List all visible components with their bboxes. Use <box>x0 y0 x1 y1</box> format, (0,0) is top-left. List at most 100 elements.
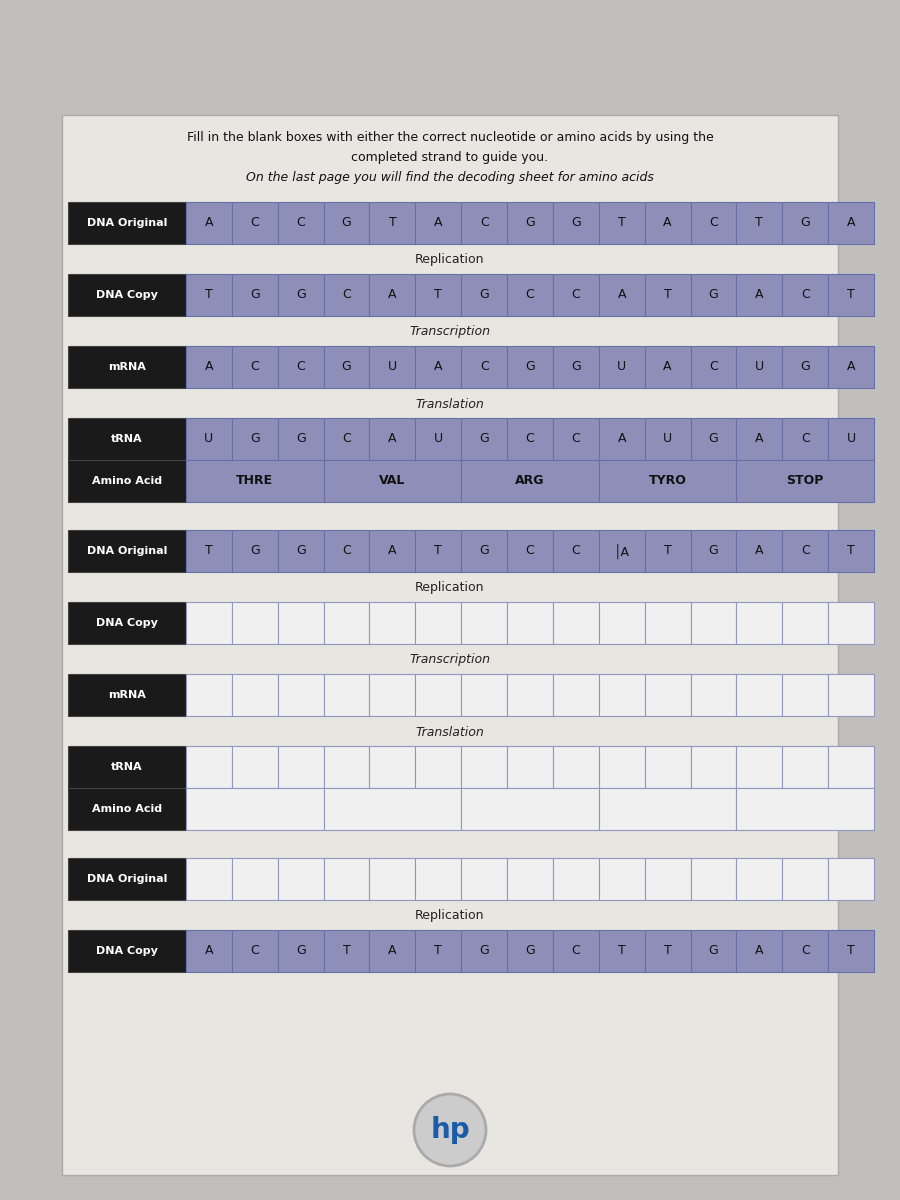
Bar <box>370 746 415 788</box>
Bar <box>415 930 461 972</box>
Bar <box>644 746 690 788</box>
Text: │A: │A <box>614 544 630 559</box>
Bar <box>186 202 232 244</box>
Text: C: C <box>296 216 305 229</box>
Bar <box>232 418 278 460</box>
Text: U: U <box>755 360 764 373</box>
Bar <box>782 602 828 644</box>
Text: A: A <box>663 216 671 229</box>
Text: ARG: ARG <box>515 474 544 487</box>
Bar <box>507 530 553 572</box>
Bar <box>828 746 874 788</box>
Bar <box>461 460 598 502</box>
Text: A: A <box>434 216 443 229</box>
Text: A: A <box>388 545 397 558</box>
Bar <box>186 746 232 788</box>
Text: A: A <box>388 288 397 301</box>
Bar <box>461 746 507 788</box>
Bar <box>324 674 370 716</box>
Text: C: C <box>250 944 259 958</box>
Text: C: C <box>342 432 351 445</box>
Bar <box>553 346 599 388</box>
Text: G: G <box>250 288 260 301</box>
Text: DNA Original: DNA Original <box>86 218 167 228</box>
Bar <box>68 202 186 244</box>
Bar <box>68 930 186 972</box>
Bar <box>690 346 736 388</box>
Text: G: G <box>525 216 535 229</box>
Text: C: C <box>572 288 580 301</box>
Bar <box>644 602 690 644</box>
Bar <box>461 602 507 644</box>
Bar <box>461 930 507 972</box>
Bar <box>186 602 232 644</box>
Text: DNA Original: DNA Original <box>86 874 167 884</box>
Text: C: C <box>526 432 535 445</box>
Text: DNA Copy: DNA Copy <box>96 946 158 956</box>
Text: Translation: Translation <box>416 397 484 410</box>
Text: C: C <box>526 545 535 558</box>
Text: G: G <box>708 288 718 301</box>
Text: T: T <box>847 545 855 558</box>
Bar <box>507 746 553 788</box>
Text: C: C <box>342 545 351 558</box>
Text: U: U <box>663 432 672 445</box>
Text: T: T <box>663 944 671 958</box>
Bar <box>507 346 553 388</box>
Bar <box>553 418 599 460</box>
Text: G: G <box>708 432 718 445</box>
Text: Transcription: Transcription <box>410 654 490 666</box>
Bar <box>507 858 553 900</box>
Text: U: U <box>434 432 443 445</box>
Text: C: C <box>480 216 489 229</box>
Bar <box>370 346 415 388</box>
Text: C: C <box>572 545 580 558</box>
Text: G: G <box>296 288 305 301</box>
Bar <box>232 602 278 644</box>
Bar <box>690 674 736 716</box>
Bar <box>690 418 736 460</box>
Text: A: A <box>617 432 626 445</box>
Bar <box>461 674 507 716</box>
Text: C: C <box>709 216 718 229</box>
Text: C: C <box>342 288 351 301</box>
Bar <box>461 274 507 316</box>
Bar <box>690 602 736 644</box>
Text: G: G <box>296 944 305 958</box>
Text: A: A <box>204 944 213 958</box>
Bar <box>232 530 278 572</box>
Text: T: T <box>435 545 442 558</box>
Text: T: T <box>389 216 396 229</box>
Text: C: C <box>801 432 810 445</box>
Bar <box>461 346 507 388</box>
Bar <box>68 346 186 388</box>
Bar <box>186 460 324 502</box>
Bar <box>68 460 186 502</box>
Bar <box>644 930 690 972</box>
Text: Replication: Replication <box>415 910 485 923</box>
Bar <box>782 346 828 388</box>
Bar <box>553 602 599 644</box>
Bar <box>68 788 186 830</box>
Text: mRNA: mRNA <box>108 690 146 700</box>
Bar <box>68 530 186 572</box>
Bar <box>507 930 553 972</box>
Text: C: C <box>801 288 810 301</box>
Bar <box>186 274 232 316</box>
Bar <box>553 746 599 788</box>
Bar <box>553 202 599 244</box>
Text: A: A <box>755 288 763 301</box>
Text: tRNA: tRNA <box>112 762 143 772</box>
Text: A: A <box>388 432 397 445</box>
Text: G: G <box>571 360 580 373</box>
Bar <box>690 858 736 900</box>
Bar <box>370 530 415 572</box>
Bar <box>736 788 874 830</box>
Bar <box>68 858 186 900</box>
Bar <box>598 530 644 572</box>
Text: Fill in the blank boxes with either the correct nucleotide or amino acids by usi: Fill in the blank boxes with either the … <box>186 131 714 144</box>
Text: G: G <box>571 216 580 229</box>
Bar <box>278 418 324 460</box>
Text: Replication: Replication <box>415 582 485 594</box>
Bar <box>553 674 599 716</box>
